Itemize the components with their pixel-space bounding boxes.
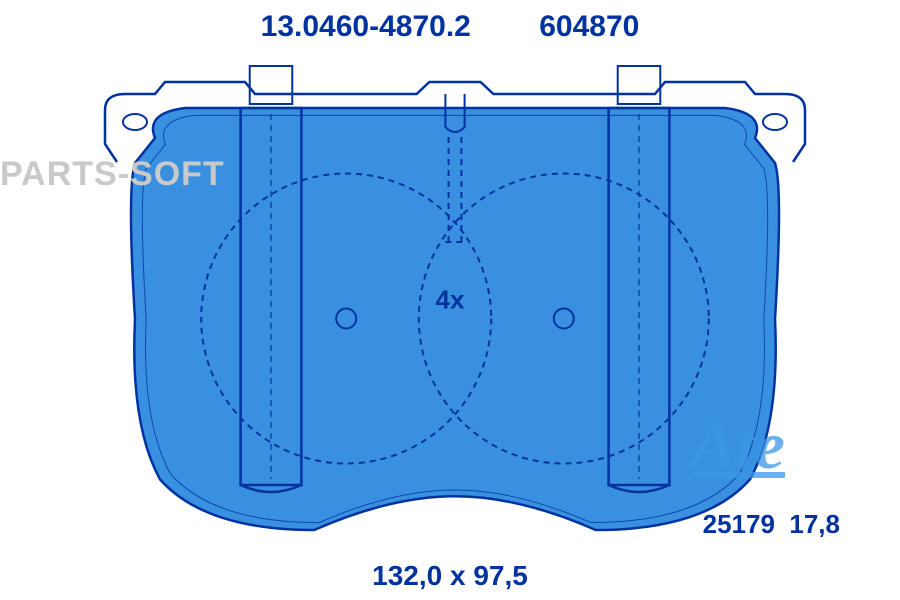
dimensions-label: 132,0 x 97,5 xyxy=(0,560,900,592)
diagram-canvas: { "title": { "part_number": "13.0460-487… xyxy=(0,0,900,600)
quantity-label: 4x xyxy=(436,285,465,316)
title-bar: 13.0460-4870.2 604870 xyxy=(0,10,900,44)
reference-code: 25179 17,8 xyxy=(703,509,840,540)
ate-logo: Ate xyxy=(691,406,785,485)
watermark: PARTS-SOFT xyxy=(0,155,225,194)
alt-code: 604870 xyxy=(539,10,639,43)
part-number: 13.0460-4870.2 xyxy=(261,10,471,43)
